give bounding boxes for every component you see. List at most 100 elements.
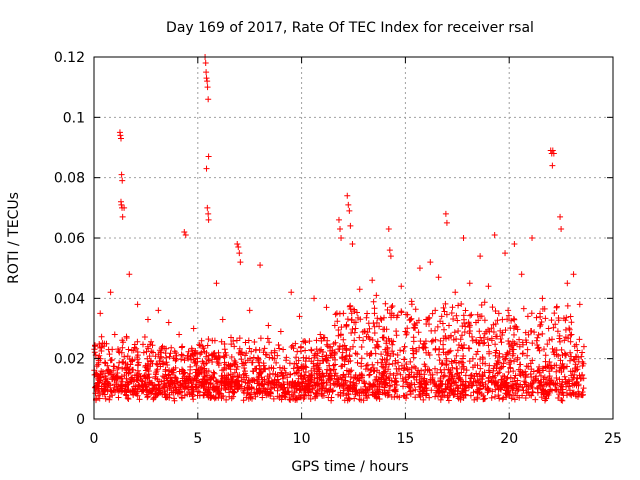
y-tick-label: 0.04 (54, 291, 85, 307)
scatter-point (134, 301, 141, 308)
scatter-point (385, 225, 392, 232)
scatter-point (111, 331, 118, 338)
scatter-points (97, 54, 587, 359)
scatter-point (502, 250, 509, 257)
scatter-point (442, 210, 449, 217)
scatter-point (346, 207, 353, 214)
scatter-point (570, 271, 577, 278)
scatter-point (549, 147, 556, 154)
scatter-point (323, 304, 330, 311)
scatter-point (335, 216, 342, 223)
scatter-point (331, 322, 338, 329)
scatter-point (237, 259, 244, 266)
scatter-point (311, 295, 318, 302)
scatter-point (271, 349, 278, 356)
scatter-point (408, 298, 415, 305)
scatter-point (190, 325, 197, 332)
scatter-point (545, 325, 552, 332)
scatter-point (219, 316, 226, 323)
scatter-point (209, 337, 216, 344)
scatter-point (204, 84, 211, 91)
scatter-point (202, 60, 209, 67)
scatter-point (288, 289, 295, 296)
y-tick-label: 0.06 (54, 231, 85, 247)
scatter-point (117, 135, 124, 142)
scatter-point (352, 325, 359, 332)
scatter-point (338, 235, 345, 241)
scatter-point (524, 313, 531, 320)
scatter-point (549, 162, 556, 169)
scatter-point (235, 244, 242, 251)
scatter-point (529, 235, 536, 241)
scatter-point (317, 331, 324, 338)
scatter-point (257, 262, 264, 269)
scatter-point (140, 349, 147, 356)
scatter-point (387, 253, 394, 260)
scatter-point (205, 210, 212, 217)
scatter-point (349, 241, 356, 248)
scatter-point (144, 316, 151, 323)
scatter-point (337, 225, 344, 232)
scatter-point (460, 235, 467, 241)
y-tick-label: 0.08 (54, 171, 85, 187)
scatter-point (576, 301, 583, 308)
scatter-point (398, 283, 405, 290)
x-tick-label: 20 (500, 431, 518, 447)
scatter-point (252, 346, 259, 353)
y-tick-label: 0.1 (63, 110, 85, 126)
scatter-point (386, 247, 393, 254)
y-tick-label: 0.02 (54, 352, 85, 368)
scatter-point (511, 241, 518, 248)
scatter-point (203, 75, 210, 82)
scatter-point (292, 340, 299, 347)
scatter-point (344, 192, 351, 199)
scatter-point (443, 219, 450, 226)
scatter-point (204, 204, 211, 211)
scatter-point (495, 310, 502, 317)
scatter-point (564, 280, 571, 287)
scatter-point (205, 153, 212, 160)
scatter-point (427, 259, 434, 266)
scatter-point (101, 340, 108, 347)
scatter-point (203, 165, 210, 172)
scatter-point (445, 322, 452, 329)
scatter-point (296, 313, 303, 320)
scatter-point (205, 216, 212, 223)
x-tick-label: 25 (604, 431, 622, 447)
scatter-point (277, 328, 284, 335)
scatter-point (580, 343, 587, 350)
scatter-point (452, 289, 459, 296)
scatter-point (550, 150, 557, 157)
x-tick-label: 15 (396, 431, 414, 447)
x-tick-label: 0 (90, 431, 99, 447)
scatter-point (118, 171, 125, 178)
scatter-point (485, 283, 492, 290)
scatter-point (155, 307, 162, 314)
scatter-point (121, 204, 128, 211)
scatter-point (205, 96, 212, 103)
scatter-point (97, 310, 104, 317)
y-axis-tick-labels: 0 0.02 0.04 0.06 0.08 0.1 0.12 (54, 50, 85, 428)
y-axis-label: ROTI / TECUs (6, 192, 22, 284)
y-tick-label: 0.12 (54, 50, 85, 66)
grid (94, 57, 613, 419)
scatter-point (423, 316, 430, 323)
scatter-point (159, 343, 166, 350)
dense-scatter-band (91, 298, 587, 404)
scatter-point (356, 286, 363, 293)
y-tick-label: 0 (76, 412, 85, 428)
scatter-point (558, 225, 565, 232)
dense-point-cloud (91, 298, 587, 404)
scatter-point (118, 201, 125, 208)
scatter-point (539, 295, 546, 302)
x-tick-label: 5 (193, 431, 202, 447)
scatter-point (181, 228, 188, 235)
scatter-point (203, 69, 210, 76)
scatter-point (107, 289, 114, 296)
scatter-point (347, 222, 354, 229)
scatter-point (176, 331, 183, 338)
scatter-point (345, 201, 352, 208)
scatter-point (379, 334, 386, 341)
